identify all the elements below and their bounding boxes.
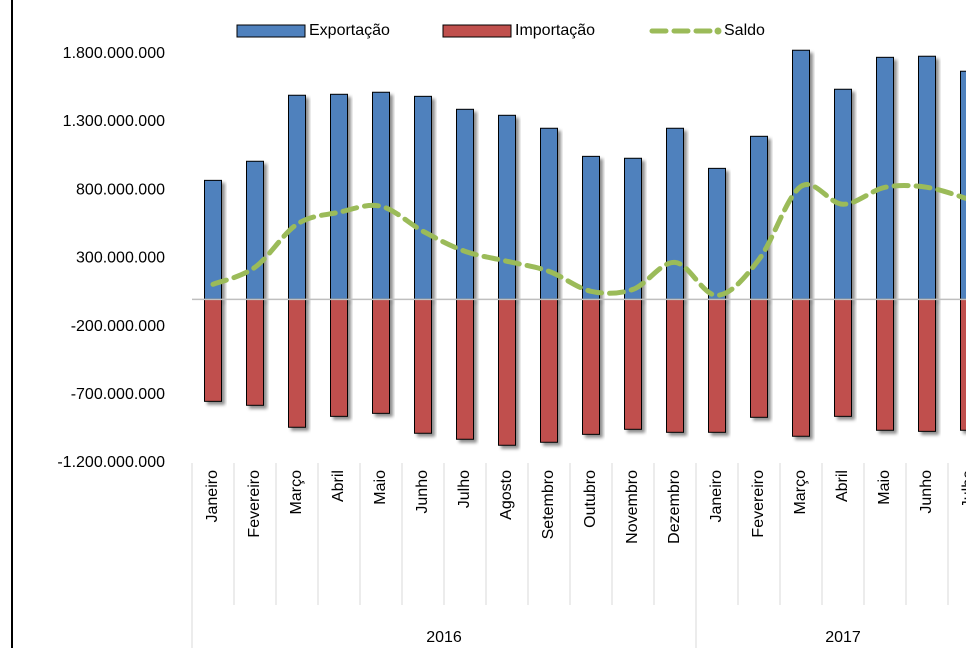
x-tick-label: Março (792, 470, 809, 515)
bar (582, 298, 600, 435)
legend-label: Exportação (309, 22, 390, 39)
x-tick-label: Maio (876, 470, 893, 505)
bar (750, 135, 768, 300)
bar (414, 298, 432, 434)
y-tick-label: 1.800.000.000 (63, 45, 165, 62)
bar (330, 298, 348, 417)
x-tick-label: Agosto (498, 470, 515, 520)
x-tick-label: Fevereiro (246, 470, 263, 538)
bar (666, 127, 684, 300)
legend-swatch (442, 24, 512, 38)
x-tick-label: Dezembro (666, 470, 683, 544)
y-tick-label: 300.000.000 (76, 250, 165, 267)
bar (708, 167, 726, 300)
bar (666, 298, 684, 433)
bar (498, 114, 516, 300)
bar (834, 298, 852, 417)
x-tick-label: Janeiro (708, 470, 725, 523)
bar (960, 70, 966, 300)
bar (372, 91, 390, 300)
x-tick-label: Setembro (540, 470, 557, 539)
x-tick-label: Abril (834, 470, 851, 502)
bar (918, 55, 936, 300)
y-tick-label: -1.200.000.000 (57, 454, 165, 471)
x-tick-label: Março (288, 470, 305, 515)
legend-swatch (236, 24, 306, 38)
x-tick-label: Fevereiro (750, 470, 767, 538)
legend-label: Saldo (724, 22, 765, 39)
bar (960, 298, 966, 431)
x-tick-label: Julho (960, 470, 966, 508)
bar (288, 298, 306, 428)
bar (288, 94, 306, 300)
y-tick-label: 1.300.000.000 (63, 113, 165, 130)
x-tick-label: Abril (330, 470, 347, 502)
bar (246, 298, 264, 406)
group-label: 2016 (426, 629, 462, 646)
bar (792, 298, 810, 437)
bar (834, 88, 852, 300)
bar (582, 155, 600, 300)
bar (876, 298, 894, 431)
group-label: 2017 (825, 629, 861, 646)
bar (918, 298, 936, 432)
x-tick-label: Junho (918, 470, 935, 514)
bar (750, 298, 768, 418)
y-tick-label: -200.000.000 (71, 318, 165, 335)
bar (456, 108, 474, 300)
bar (456, 298, 474, 440)
legend-marker (714, 27, 722, 35)
y-tick-label: -700.000.000 (71, 386, 165, 403)
bar (624, 157, 642, 300)
x-tick-label: Janeiro (204, 470, 221, 523)
legend-label: Importação (515, 22, 595, 39)
bar (708, 298, 726, 433)
bar (876, 56, 894, 300)
y-tick-label: 800.000.000 (76, 181, 165, 198)
bar (204, 298, 222, 402)
x-tick-label: Outubro (582, 470, 599, 528)
bar (246, 160, 264, 300)
bar (624, 298, 642, 430)
line-series (210, 182, 966, 298)
bar (330, 93, 348, 300)
bar (414, 95, 432, 300)
bar (372, 298, 390, 414)
bar (498, 298, 516, 446)
x-tick-label: Julho (456, 470, 473, 508)
bar (540, 298, 558, 443)
x-tick-label: Junho (414, 470, 431, 514)
x-tick-label: Novembro (624, 470, 641, 544)
bar (792, 49, 810, 300)
x-tick-label: Maio (372, 470, 389, 505)
